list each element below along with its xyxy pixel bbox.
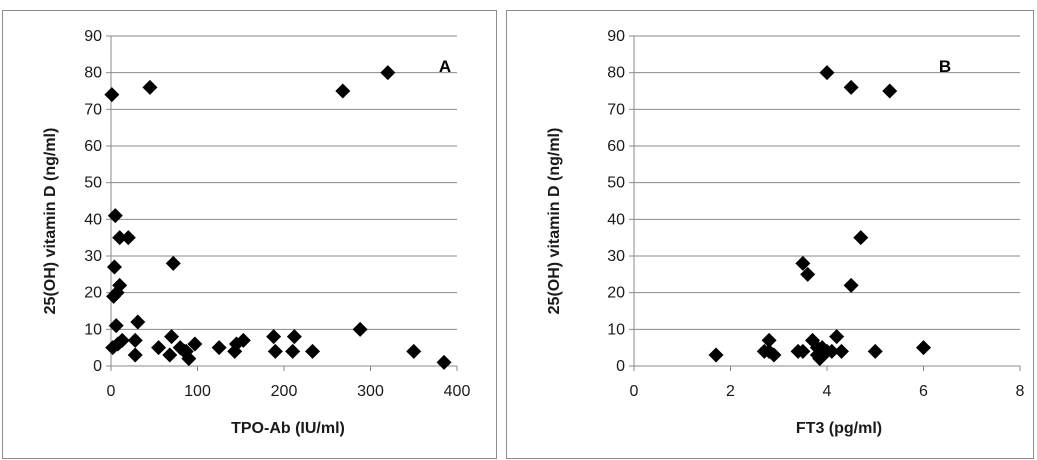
y-tick-label: 70 — [84, 101, 102, 118]
x-tick-label: 0 — [630, 383, 639, 400]
data-point — [114, 332, 130, 348]
y-tick-label: 20 — [607, 285, 625, 302]
data-point — [352, 321, 368, 337]
y-axis-title: 25(OH) vitamin D (ng/ml) — [546, 128, 563, 315]
data-point — [843, 79, 859, 95]
data-point — [380, 65, 396, 81]
data-point — [867, 343, 883, 359]
x-tick-label: 200 — [271, 383, 298, 400]
data-point — [211, 340, 227, 356]
data-point — [800, 266, 816, 282]
data-point — [833, 343, 849, 359]
y-tick-label: 0 — [616, 358, 625, 375]
data-point — [824, 343, 840, 359]
data-point — [761, 332, 777, 348]
y-tick-label: 0 — [93, 358, 102, 375]
y-tick-label: 70 — [607, 101, 625, 118]
y-tick-label: 50 — [607, 175, 625, 192]
data-point — [151, 340, 167, 356]
x-tick-label: 4 — [823, 383, 832, 400]
chart-panel-a: 0 10 20 30 40 50 60 70 80 90 0 100 200 300 400 TPO-Ab (… — [2, 10, 497, 459]
y-tick-label: 90 — [607, 28, 625, 45]
data-point — [112, 277, 128, 293]
x-tick-label: 0 — [107, 383, 116, 400]
x-tick-label: 6 — [919, 383, 928, 400]
x-tick-label: 8 — [1016, 383, 1025, 400]
data-point — [708, 347, 724, 363]
data-point — [766, 347, 782, 363]
data-point — [795, 255, 811, 271]
data-point — [285, 343, 301, 359]
y-tick-label: 30 — [84, 248, 102, 265]
data-point — [805, 332, 821, 348]
panel-label: B — [939, 57, 951, 76]
data-point — [235, 332, 251, 348]
data-point — [164, 329, 180, 345]
data-point — [162, 347, 178, 363]
data-point — [120, 230, 136, 246]
chart-panel-b: 0 10 20 30 40 50 60 70 80 90 0 2 4 6 8 FT3 (pg/ml) 25(OH… — [506, 10, 1034, 459]
data-point — [286, 329, 302, 345]
scatter-plot-a: 0 10 20 30 40 50 60 70 80 90 0 100 200 300 400 TPO-Ab (… — [42, 28, 471, 437]
y-tick-label: 40 — [84, 211, 102, 228]
data-point — [795, 343, 811, 359]
data-point — [819, 65, 835, 81]
data-point — [853, 230, 869, 246]
y-tick-label: 80 — [84, 65, 102, 82]
y-tick-label: 20 — [84, 285, 102, 302]
data-point — [142, 79, 158, 95]
data-point — [107, 208, 123, 224]
x-tick-label: 2 — [726, 383, 735, 400]
data-point — [436, 354, 452, 370]
x-tick-label: 100 — [184, 383, 211, 400]
scatter-plot-b: 0 10 20 30 40 50 60 70 80 90 0 2 4 6 8 FT3 (pg/ml) 25(OH… — [546, 28, 1025, 437]
data-point — [187, 336, 203, 352]
data-point — [127, 332, 143, 348]
data-point — [305, 343, 321, 359]
data-point — [104, 87, 120, 103]
data-point — [267, 343, 283, 359]
data-point — [108, 318, 124, 334]
data-point — [130, 314, 146, 330]
data-point — [843, 277, 859, 293]
y-tick-label: 80 — [607, 65, 625, 82]
data-point — [181, 351, 197, 367]
x-tick-label: 300 — [357, 383, 384, 400]
x-tick-label: 400 — [444, 383, 471, 400]
data-point — [165, 255, 181, 271]
y-tick-label: 10 — [84, 321, 102, 338]
y-tick-label: 60 — [607, 138, 625, 155]
data-point — [106, 259, 122, 275]
data-point — [406, 343, 422, 359]
data-point — [127, 347, 143, 363]
y-tick-label: 60 — [84, 138, 102, 155]
data-point — [829, 329, 845, 345]
data-point — [266, 329, 282, 345]
data-point — [916, 340, 931, 356]
y-tick-label: 50 — [84, 175, 102, 192]
data-point — [335, 83, 351, 99]
y-tick-label: 90 — [84, 28, 102, 45]
data-point — [112, 230, 128, 246]
y-tick-label: 30 — [607, 248, 625, 265]
x-axis-title: FT3 (pg/ml) — [796, 420, 882, 437]
data-point — [882, 83, 898, 99]
x-axis-title: TPO-Ab (IU/ml) — [231, 420, 345, 437]
panel-label: A — [439, 57, 451, 76]
y-tick-label: 10 — [607, 321, 625, 338]
y-tick-label: 40 — [607, 211, 625, 228]
y-axis-title: 25(OH) vitamin D (ng/ml) — [42, 128, 59, 315]
